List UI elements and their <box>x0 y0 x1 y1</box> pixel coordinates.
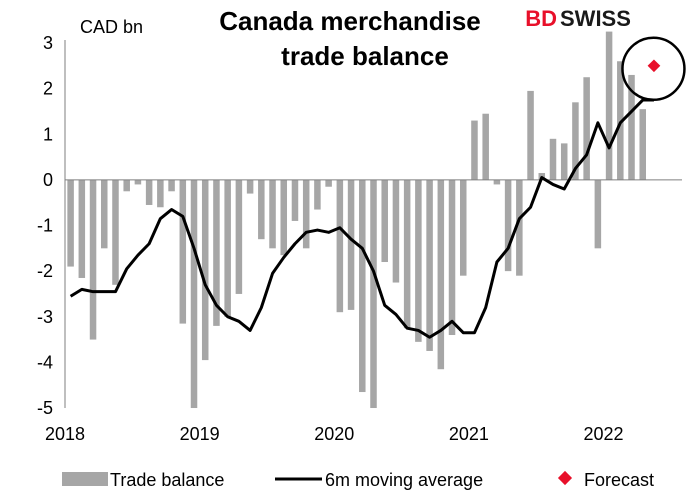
chart-title-line-1: Canada merchandise <box>219 6 481 36</box>
x-tick-label: 2021 <box>449 424 489 444</box>
bar <box>314 179 321 210</box>
bar <box>549 138 557 180</box>
bar <box>359 179 366 393</box>
bar <box>370 179 377 409</box>
legend-label-forecast: Forecast <box>584 470 654 490</box>
moving-average-line <box>69 98 654 339</box>
bar <box>628 74 635 180</box>
y-tick-label: 1 <box>43 124 53 144</box>
y-tick-label: -4 <box>37 352 53 372</box>
y-axis-ticks: 3 2 1 0 -1 -2 -3 -4 -5 <box>37 33 53 418</box>
bar <box>101 179 108 249</box>
bar <box>336 179 344 313</box>
bar <box>594 179 602 249</box>
legend-swatch-trade-balance <box>62 472 108 486</box>
legend-swatch-forecast <box>557 470 573 486</box>
bar <box>269 179 276 249</box>
bar <box>302 179 310 249</box>
brand-logo: BD SWISS <box>525 6 631 31</box>
bar <box>291 179 299 221</box>
bar <box>157 179 164 208</box>
bar <box>437 179 445 370</box>
bar <box>67 179 74 267</box>
y-tick-label: -3 <box>37 307 53 327</box>
bar <box>112 179 119 285</box>
bar <box>89 179 97 340</box>
chart-title-line-2: trade balance <box>281 41 449 71</box>
bar <box>392 179 400 283</box>
axes <box>64 40 682 408</box>
bar <box>201 179 209 361</box>
legend: Trade balance 6m moving average Forecast <box>62 470 654 490</box>
y-tick-label: -2 <box>37 261 53 281</box>
x-tick-label: 2020 <box>314 424 354 444</box>
y-tick-label: -1 <box>37 216 53 236</box>
bar <box>459 179 467 276</box>
bar <box>516 179 523 276</box>
x-tick-label: 2018 <box>45 424 85 444</box>
moving-average-layer <box>69 98 654 339</box>
bar <box>145 179 153 205</box>
bar <box>415 179 422 342</box>
bar <box>381 179 388 263</box>
bar <box>572 102 579 180</box>
trade-balance-bars <box>67 31 646 409</box>
legend-label-trade-balance: Trade balance <box>110 470 224 490</box>
bar <box>78 179 86 278</box>
bar <box>471 120 478 180</box>
bar <box>213 179 220 326</box>
bar <box>123 179 130 192</box>
logo-bd-text: BD <box>525 6 557 31</box>
bar <box>246 179 254 194</box>
bar <box>426 179 433 351</box>
bar <box>527 90 534 180</box>
bar <box>258 179 265 240</box>
y-tick-label: 3 <box>43 33 53 53</box>
bar <box>168 179 175 192</box>
forecast-point <box>647 59 661 73</box>
bar <box>583 77 590 180</box>
bar <box>190 179 198 409</box>
bar <box>605 31 613 180</box>
bar <box>179 179 187 324</box>
bar <box>403 179 411 329</box>
bar <box>235 179 243 294</box>
y-tick-label: -5 <box>37 398 53 418</box>
bar <box>617 61 624 180</box>
forecast-highlight-circle <box>621 36 686 102</box>
x-tick-label: 2022 <box>583 424 623 444</box>
forecast-layer <box>621 36 686 102</box>
bar <box>504 179 512 272</box>
bar <box>224 179 231 317</box>
legend-label-moving-average: 6m moving average <box>325 470 483 490</box>
x-axis-ticks: 2018 2019 2020 2021 2022 <box>45 424 624 444</box>
bar <box>134 179 142 185</box>
logo-swiss-text: SWISS <box>560 6 631 31</box>
bar <box>347 179 355 310</box>
bar <box>493 179 501 185</box>
unit-label: CAD bn <box>80 17 143 37</box>
y-tick-label: 0 <box>43 170 53 190</box>
bar <box>482 113 489 180</box>
bar <box>280 179 288 256</box>
bar <box>639 109 646 180</box>
x-tick-label: 2019 <box>180 424 220 444</box>
bar <box>325 179 332 187</box>
bar <box>448 179 456 336</box>
y-tick-label: 2 <box>43 79 53 99</box>
bar <box>560 143 568 180</box>
